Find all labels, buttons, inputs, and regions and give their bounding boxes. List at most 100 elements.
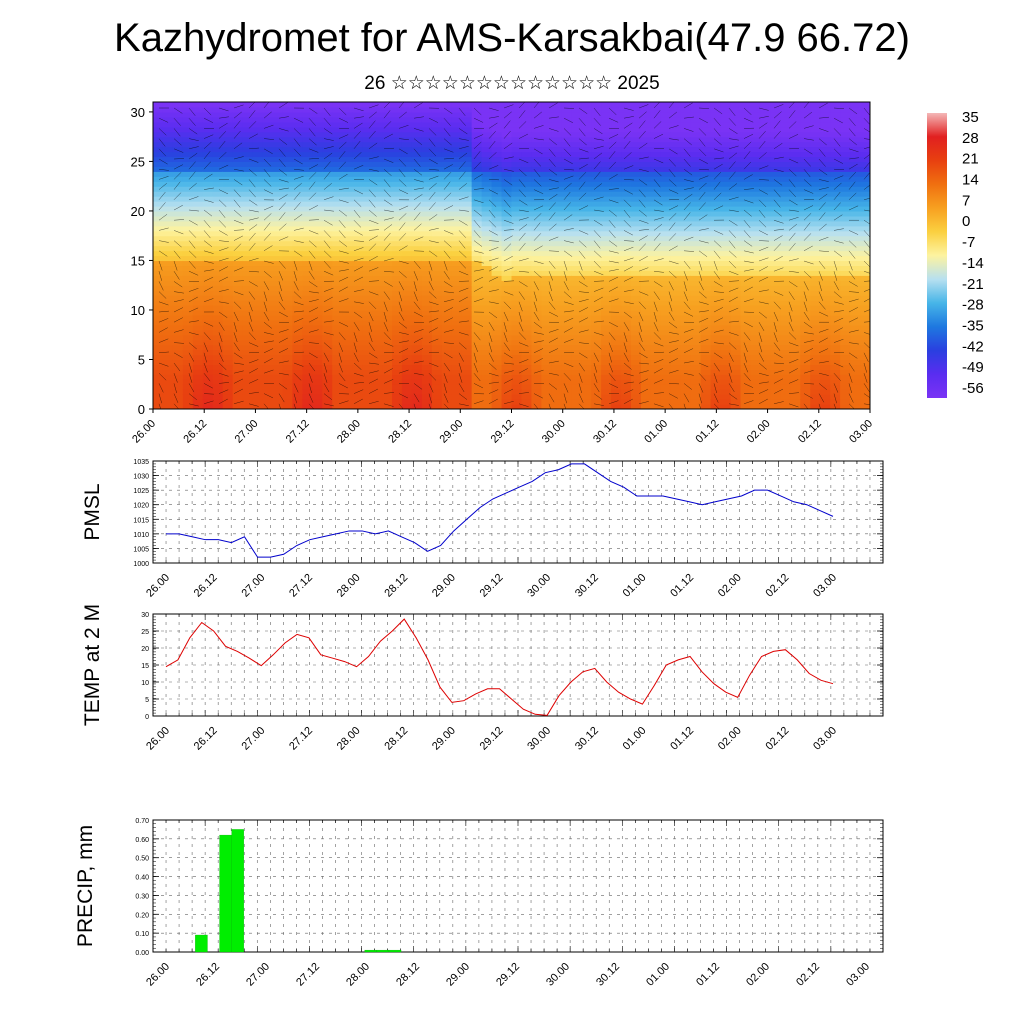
heatmap-cell <box>760 324 772 331</box>
heatmap-cell <box>760 399 772 405</box>
heatmap-cell <box>471 334 483 341</box>
heatmap-cell <box>153 230 164 237</box>
heatmap-cell <box>332 354 343 361</box>
heatmap-cell <box>441 394 453 400</box>
heatmap-cell <box>601 225 612 232</box>
heatmap-cell <box>242 215 254 222</box>
heatmap-cell <box>352 201 363 207</box>
heatmap-cell <box>471 354 483 361</box>
heatmap-cell <box>192 111 204 118</box>
heatmap-cell <box>790 389 801 395</box>
heatmap-cell <box>491 196 503 202</box>
heatmap-cell <box>710 245 722 252</box>
heatmap-cell <box>282 245 294 252</box>
heatmap-cell <box>770 319 781 326</box>
heatmap-cell <box>800 374 811 380</box>
heatmap-cell <box>810 235 821 242</box>
heatmap-cell <box>212 404 224 409</box>
heatmap-cell <box>242 106 254 113</box>
heatmap-cell <box>342 374 353 380</box>
heatmap-cell <box>252 314 264 321</box>
heatmap-cell <box>720 151 732 158</box>
heatmap-cell <box>322 379 333 385</box>
wind-barb <box>338 187 349 190</box>
heatmap-cell <box>342 349 353 356</box>
heatmap-cell <box>531 314 542 321</box>
heatmap-cell <box>551 309 562 316</box>
wind-barb <box>203 141 212 149</box>
heatmap-cell <box>501 166 513 172</box>
heatmap-cell <box>601 369 612 375</box>
heatmap-cell <box>700 186 712 192</box>
heatmap-cell <box>162 314 174 321</box>
heatmap-cell <box>840 329 851 336</box>
heatmap-cell <box>501 141 513 148</box>
heatmap-cell <box>860 319 870 326</box>
heatmap-cell <box>302 121 313 128</box>
wind-barb <box>353 257 364 262</box>
heatmap-cell <box>710 324 722 331</box>
heatmap-cell <box>312 121 323 128</box>
heatmap-cell <box>441 102 453 108</box>
heatmap-cell <box>272 290 284 296</box>
heatmap-cell <box>162 275 174 281</box>
heatmap-cell <box>332 186 343 192</box>
heatmap-cell <box>262 191 274 197</box>
heatmap-cell <box>581 121 592 128</box>
heatmap-cell <box>322 280 333 286</box>
heatmap-cell <box>302 141 313 148</box>
heatmap-cell <box>411 329 423 336</box>
heatmap-cell <box>362 255 373 262</box>
heatmap-cell <box>650 151 662 158</box>
heatmap-cell <box>501 240 513 247</box>
heatmap-cell <box>640 161 652 167</box>
heatmap-cell <box>650 300 662 306</box>
heatmap-cell <box>411 240 423 247</box>
heatmap-cell <box>401 116 413 123</box>
heatmap-cell <box>860 394 870 400</box>
heatmap-cell <box>153 215 164 222</box>
heatmap-cell <box>571 210 582 217</box>
heatmap-cell <box>760 359 772 366</box>
heatmap-cell <box>401 186 413 192</box>
wind-barb <box>173 230 184 235</box>
heatmap-cell <box>212 186 224 192</box>
heatmap-cell <box>302 126 313 133</box>
heatmap-cell <box>352 166 363 172</box>
heatmap-cell <box>820 309 831 316</box>
heatmap-cell <box>660 151 672 158</box>
heatmap-cell <box>531 265 542 271</box>
wind-barb <box>263 102 270 109</box>
heatmap-cell <box>720 196 732 202</box>
heatmap-cell <box>710 339 722 346</box>
heatmap-cell <box>262 210 274 217</box>
wind-barb <box>248 368 258 374</box>
heatmap-cell <box>372 106 383 113</box>
heatmap-cell <box>352 265 363 271</box>
wind-barb <box>383 147 394 150</box>
heatmap-cell <box>561 354 572 361</box>
heatmap-cell <box>252 275 264 281</box>
heatmap-cell <box>232 404 244 409</box>
heatmap-cell <box>650 235 662 242</box>
heatmap-cell <box>222 359 234 366</box>
heatmap-cell <box>541 171 552 177</box>
heatmap-cell <box>292 280 303 286</box>
heatmap-cell <box>621 196 632 202</box>
heatmap-cell <box>202 141 214 148</box>
wind-barb <box>308 393 314 403</box>
heatmap-cell <box>650 106 662 113</box>
heatmap-cell <box>392 329 403 336</box>
wind-barb <box>203 393 214 395</box>
heatmap-cell <box>362 339 373 346</box>
heatmap-cell <box>242 394 254 400</box>
heatmap-cell <box>202 156 214 163</box>
heatmap-cell <box>322 201 333 207</box>
heatmap-cell <box>232 116 244 123</box>
heatmap-cell <box>202 151 214 158</box>
wind-barb <box>263 169 271 178</box>
heatmap-cell <box>272 319 284 326</box>
heatmap-cell <box>212 399 224 405</box>
heatmap-cell <box>342 141 353 148</box>
heatmap-cell <box>192 295 204 301</box>
